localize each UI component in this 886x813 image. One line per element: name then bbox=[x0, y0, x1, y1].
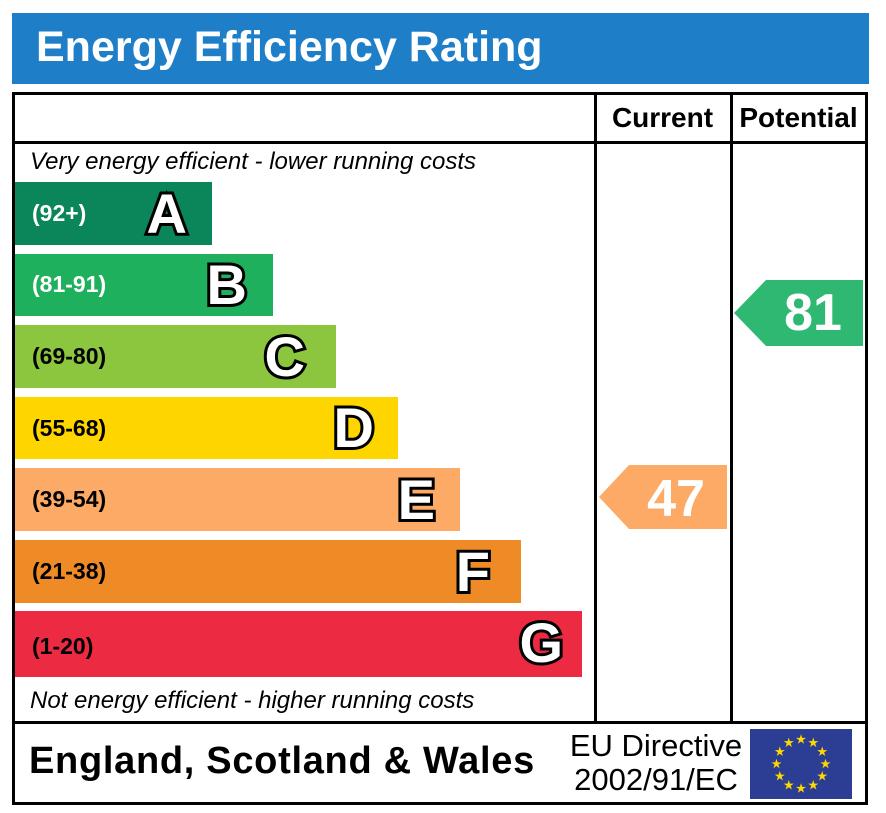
svg-text:81: 81 bbox=[784, 284, 842, 342]
svg-text:47: 47 bbox=[647, 470, 705, 528]
svg-text:C: C bbox=[265, 325, 305, 388]
svg-text:E: E bbox=[398, 468, 435, 531]
svg-text:D: D bbox=[334, 396, 374, 459]
svg-text:B: B bbox=[207, 253, 247, 316]
svg-text:F: F bbox=[456, 540, 490, 603]
svg-text:A: A bbox=[147, 182, 187, 245]
svg-text:G: G bbox=[519, 611, 563, 674]
